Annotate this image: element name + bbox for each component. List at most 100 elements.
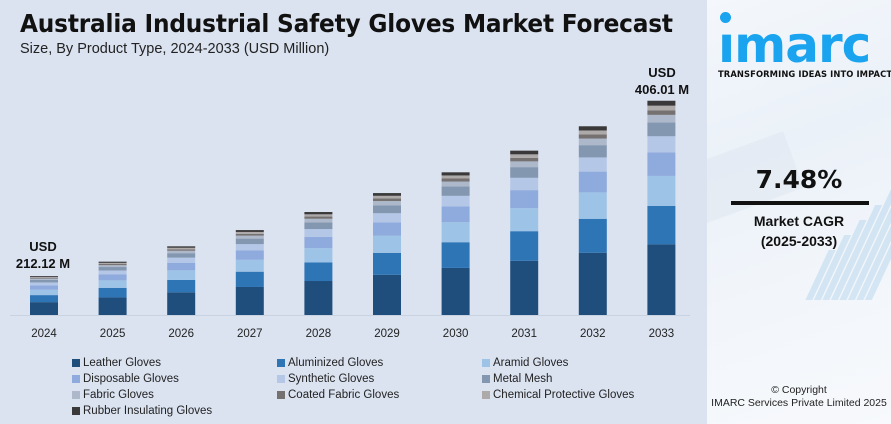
bar-segment-aluminized-gloves-2024 — [30, 295, 58, 303]
bar-segment-synthetic-gloves-2026 — [167, 257, 196, 263]
bar-segment-synthetic-gloves-2029 — [373, 213, 401, 223]
x-tick-label: 2029 — [374, 328, 400, 340]
bar-segment-rubber-insulating-gloves-2029 — [373, 193, 401, 196]
start-value-label-line2: 212.12 M — [16, 256, 70, 271]
cagr-divider — [731, 201, 869, 205]
cagr-label-period: (2025-2033) — [760, 233, 838, 249]
bar-segment-leather-gloves-2025 — [98, 297, 127, 315]
bar-segment-metal-mesh-2028 — [304, 222, 333, 230]
bar-segment-leather-gloves-2026 — [167, 292, 196, 315]
bar-segment-aluminized-gloves-2029 — [373, 252, 401, 275]
bar-segment-metal-mesh-2024 — [30, 279, 58, 283]
bar-segment-disposable-gloves-2030 — [441, 206, 470, 223]
bar-segment-rubber-insulating-gloves-2031 — [510, 150, 539, 155]
bar-segment-aramid-gloves-2024 — [30, 289, 58, 296]
bar-segment-fabric-gloves-2029 — [373, 201, 401, 206]
logo-dot-icon — [720, 12, 731, 23]
bar-segment-aramid-gloves-2027 — [235, 259, 264, 272]
legend-label: Coated Fabric Gloves — [288, 388, 400, 401]
bar-segment-disposable-gloves-2029 — [373, 222, 401, 236]
cagr-value: 7.48% — [755, 165, 843, 194]
info-panel: ımarc TRANSFORMING IDEAS INTO IMPACT 7.4… — [707, 0, 891, 424]
bar-segment-rubber-insulating-gloves-2026 — [167, 246, 196, 248]
bar-segment-rubber-insulating-gloves-2033 — [647, 100, 676, 106]
legend-item: Metal Mesh — [482, 371, 682, 386]
bar-segment-coated-fabric-gloves-2027 — [235, 233, 264, 236]
bar-segment-chemical-protective-gloves-2025 — [98, 262, 127, 265]
bar-segment-chemical-protective-gloves-2024 — [30, 276, 58, 278]
bar-segment-rubber-insulating-gloves-2032 — [578, 126, 607, 131]
bar-segment-aramid-gloves-2028 — [304, 248, 333, 263]
chart-legend: Leather Gloves Aluminized Gloves Aramid Gl… — [72, 355, 672, 418]
x-tick-label: 2026 — [168, 328, 194, 340]
bar-segment-leather-gloves-2028 — [304, 281, 333, 315]
legend-swatch — [72, 374, 80, 383]
legend-label: Rubber Insulating Gloves — [83, 404, 213, 417]
bar-segment-aramid-gloves-2029 — [373, 235, 401, 253]
bar-segment-synthetic-gloves-2032 — [578, 157, 607, 172]
x-tick-label: 2031 — [511, 328, 537, 340]
bar-segment-chemical-protective-gloves-2030 — [441, 175, 470, 179]
bar-segment-chemical-protective-gloves-2027 — [235, 231, 264, 234]
legend-label: Aramid Gloves — [493, 356, 569, 369]
bar-segment-synthetic-gloves-2028 — [304, 229, 333, 237]
bar-segment-rubber-insulating-gloves-2025 — [98, 261, 127, 263]
x-tick-label: 2032 — [580, 328, 606, 340]
bar-segment-metal-mesh-2031 — [510, 167, 539, 178]
bar-segment-chemical-protective-gloves-2026 — [167, 247, 196, 250]
bar-segment-fabric-gloves-2030 — [441, 181, 470, 187]
bar-segment-aluminized-gloves-2032 — [578, 218, 607, 253]
bar-segment-leather-gloves-2033 — [647, 244, 676, 315]
bar-segment-aluminized-gloves-2033 — [647, 205, 676, 245]
bar-segment-aluminized-gloves-2026 — [167, 279, 196, 293]
bar-segment-coated-fabric-gloves-2025 — [98, 264, 127, 266]
bar-segment-fabric-gloves-2028 — [304, 218, 333, 223]
bar-segment-aramid-gloves-2025 — [98, 280, 127, 288]
bar-segment-leather-gloves-2031 — [510, 260, 539, 315]
bar-segment-fabric-gloves-2033 — [647, 114, 676, 123]
chart-subtitle: Size, By Product Type, 2024-2033 (USD Mi… — [20, 41, 330, 57]
bar-segment-metal-mesh-2033 — [647, 122, 676, 137]
bar-segment-aluminized-gloves-2027 — [235, 271, 264, 287]
legend-item: Aramid Gloves — [482, 355, 682, 370]
legend-label: Aluminized Gloves — [288, 356, 384, 369]
x-tick-label: 2025 — [100, 328, 126, 340]
bar-segment-fabric-gloves-2032 — [578, 138, 607, 146]
legend-swatch — [277, 358, 285, 367]
bar-segment-fabric-gloves-2024 — [30, 278, 58, 280]
bar-segment-rubber-insulating-gloves-2030 — [441, 172, 470, 176]
copyright: © Copyright IMARC Services Private Limit… — [707, 384, 891, 410]
x-tick-label: 2030 — [443, 328, 469, 340]
logo-tagline: TRANSFORMING IDEAS INTO IMPACT — [718, 70, 891, 80]
bar-segment-fabric-gloves-2026 — [167, 250, 196, 254]
legend-item: Fabric Gloves — [72, 387, 277, 402]
bar-segment-aramid-gloves-2032 — [578, 192, 607, 219]
bar-segment-metal-mesh-2032 — [578, 145, 607, 158]
legend-item: Rubber Insulating Gloves — [72, 403, 277, 418]
bar-segment-coated-fabric-gloves-2032 — [578, 134, 607, 139]
bar-segment-metal-mesh-2026 — [167, 253, 196, 258]
legend-swatch — [72, 358, 80, 367]
bar-segment-chemical-protective-gloves-2031 — [510, 154, 539, 158]
bar-segment-rubber-insulating-gloves-2028 — [304, 212, 333, 215]
x-tick-label: 2028 — [306, 328, 332, 340]
bar-segment-synthetic-gloves-2033 — [647, 136, 676, 153]
bar-segment-metal-mesh-2025 — [98, 267, 127, 271]
bar-segment-disposable-gloves-2026 — [167, 262, 196, 271]
legend-swatch — [482, 358, 490, 367]
legend-item: Disposable Gloves — [72, 371, 277, 386]
bar-segment-disposable-gloves-2027 — [235, 250, 264, 260]
bar-segment-synthetic-gloves-2024 — [30, 282, 58, 286]
legend-swatch — [277, 374, 285, 383]
cagr-label-line1: Market CAGR — [753, 213, 845, 229]
bar-segment-aramid-gloves-2031 — [510, 208, 539, 232]
bar-segment-leather-gloves-2032 — [578, 252, 607, 315]
bar-segment-leather-gloves-2029 — [373, 274, 401, 315]
bar-segment-fabric-gloves-2025 — [98, 265, 127, 268]
bar-segment-coated-fabric-gloves-2024 — [30, 277, 58, 279]
imarc-logo: ımarc TRANSFORMING IDEAS INTO IMPACT — [718, 12, 891, 80]
bar-segment-leather-gloves-2027 — [235, 286, 264, 315]
bar-segment-leather-gloves-2030 — [441, 267, 470, 315]
bar-segment-disposable-gloves-2024 — [30, 285, 58, 290]
bar-segment-chemical-protective-gloves-2029 — [373, 195, 401, 199]
